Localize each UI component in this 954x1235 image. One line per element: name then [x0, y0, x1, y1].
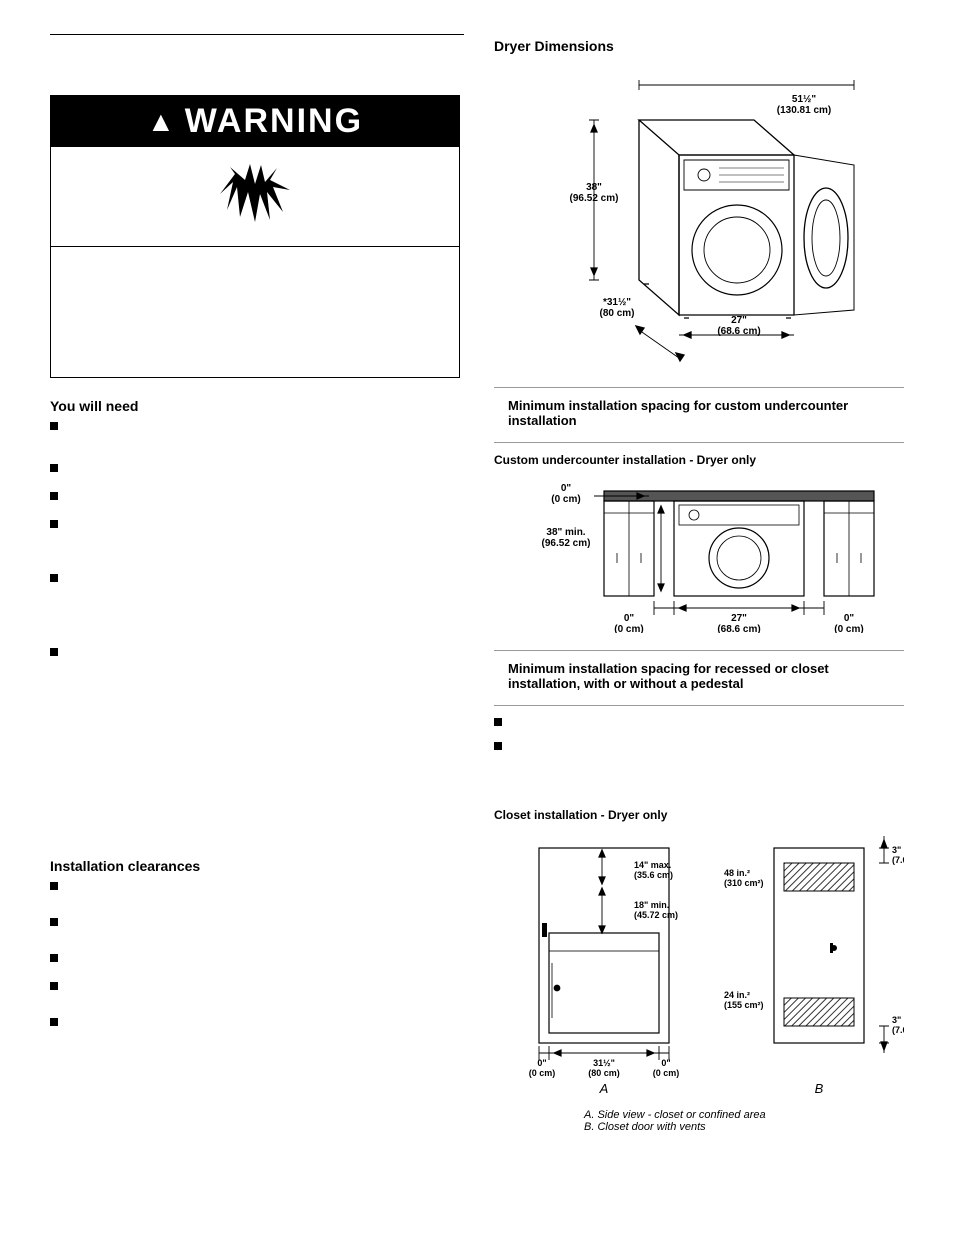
dim-depth-in: *31½": [603, 297, 631, 308]
list-item: [50, 518, 464, 558]
explosion-icon: [215, 162, 295, 232]
uc-sl-in: 0": [624, 613, 635, 624]
cl-topgap-in: 14" max.: [634, 860, 671, 870]
recessed-title: Minimum installation spacing for recesse…: [494, 661, 904, 691]
cl-dt-in: 3": [892, 845, 901, 855]
dim-width-in: 27": [731, 315, 747, 326]
cl-topgap-cm: (35.6 cm): [634, 870, 673, 880]
list-item: [50, 1016, 464, 1030]
cl-sr-in: 0": [661, 1058, 670, 1068]
warning-header: ▲ WARNING: [51, 96, 459, 147]
letter-a: A: [599, 1081, 609, 1096]
you-will-need-title: You will need: [50, 398, 464, 414]
caption-b: B. Closet door with vents: [584, 1121, 904, 1133]
warning-triangle-icon: ▲: [147, 106, 177, 138]
cl-dt-cm: (7.6 cm): [892, 855, 904, 865]
list-item: [50, 952, 464, 966]
uc-sr-in: 0": [844, 613, 855, 624]
list-item: [494, 716, 904, 730]
left-column: ▲ WARNING You will need Installation cle…: [50, 30, 464, 1133]
closet-sub: Closet installation - Dryer only: [494, 808, 904, 822]
undercounter-sub: Custom undercounter installation - Dryer…: [494, 453, 904, 467]
warning-box: ▲ WARNING: [50, 95, 460, 378]
right-column: Dryer Dimensions 51½" (130.81 cm): [494, 30, 904, 1133]
cl-sl-in: 0": [537, 1058, 546, 1068]
dim-width-open-cm: (130.81 cm): [777, 105, 831, 116]
list-item: [50, 646, 464, 696]
cl-vt-cm: (310 cm²): [724, 878, 764, 888]
undercounter-diagram: 0" (0 cm) 38" min. (96.52 cm) 0" (0 cm) …: [494, 473, 904, 633]
uc-top-in: 0": [561, 483, 572, 494]
list-item: [50, 462, 464, 476]
columns: ▲ WARNING You will need Installation cle…: [50, 30, 904, 1133]
cl-db-cm: (7.6 cm): [892, 1025, 904, 1035]
dim-width-open-in: 51½": [792, 94, 816, 105]
dim-height-cm: (96.52 cm): [570, 193, 619, 204]
uc-top-cm: (0 cm): [551, 494, 580, 505]
clearances-title: Installation clearances: [50, 858, 464, 874]
captions: A. Side view - closet or confined area B…: [584, 1109, 904, 1133]
cl-db-in: 3": [892, 1015, 901, 1025]
letter-b: B: [815, 1081, 824, 1096]
dim-width-cm: (68.6 cm): [717, 326, 760, 337]
uc-sr-cm: (0 cm): [834, 624, 863, 633]
uc-w-in: 27": [731, 613, 747, 624]
uc-h-cm: (96.52 cm): [542, 538, 591, 549]
list-item: [494, 740, 904, 770]
cl-sl-cm: (0 cm): [529, 1068, 556, 1078]
you-will-need-list: [50, 420, 464, 696]
cl-sr-cm: (0 cm): [653, 1068, 680, 1078]
uc-h-in: 38" min.: [546, 527, 585, 538]
uc-w-cm: (68.6 cm): [717, 624, 760, 633]
closet-diagram: 14" max. (35.6 cm) 18" min. (45.72 cm) 0…: [494, 828, 904, 1098]
uc-sl-cm: (0 cm): [614, 624, 643, 633]
caption-a: A. Side view - closet or confined area: [584, 1109, 904, 1121]
list-item: [50, 880, 464, 902]
warning-text: WARNING: [185, 102, 363, 141]
list-item: [50, 490, 464, 504]
rule-4: [494, 705, 904, 706]
rule-1: [494, 387, 904, 388]
clearances-list: [50, 880, 464, 1030]
undercounter-title: Minimum installation spacing for custom …: [494, 398, 904, 428]
warning-body: [51, 247, 459, 377]
cl-midgap-in: 18" min.: [634, 900, 669, 910]
rule-top: [50, 34, 464, 35]
list-item: [50, 916, 464, 938]
cl-vb-cm: (155 cm²): [724, 1000, 764, 1010]
cl-vt-in: 48 in.²: [724, 868, 750, 878]
dim-height-in: 38": [586, 182, 602, 193]
list-item: [50, 420, 464, 448]
warning-icon-zone: [51, 147, 459, 247]
page: ▲ WARNING You will need Installation cle…: [50, 30, 904, 1133]
recessed-list: [494, 716, 904, 770]
cl-d-in: 31½": [593, 1058, 615, 1068]
list-item: [50, 980, 464, 1002]
dim-depth-cm: (80 cm): [599, 308, 634, 319]
dryer-dims-title: Dryer Dimensions: [494, 38, 904, 54]
cl-vb-in: 24 in.²: [724, 990, 750, 1000]
rule-3: [494, 650, 904, 651]
cl-d-cm: (80 cm): [588, 1068, 620, 1078]
cl-midgap-cm: (45.72 cm): [634, 910, 678, 920]
dryer-dimensions-diagram: 51½" (130.81 cm): [494, 60, 904, 370]
list-item: [50, 572, 464, 632]
rule-2: [494, 442, 904, 443]
